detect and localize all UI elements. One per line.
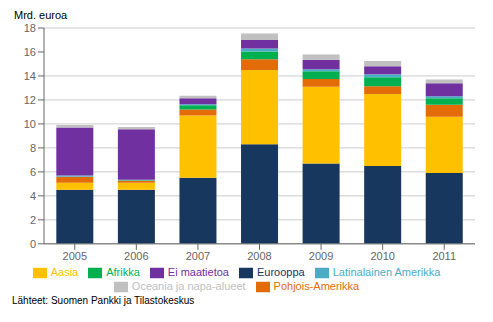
svg-text:2005: 2005 [63,250,87,262]
html-text:Pohjois-Amerikka: Pohjois-Amerikka [273,279,360,292]
html-text:Ei maatietoa: Ei maatietoa [167,265,229,278]
svg-text:2006: 2006 [124,250,148,262]
html-text:Latinalainen Amerikka: Latinalainen Amerikka [332,265,441,278]
svg-text:2008: 2008 [247,250,271,262]
html-text:Eurooppa: Eurooppa [257,265,305,278]
svg-text:2007: 2007 [186,250,210,262]
html-text:Aasia: Aasia [50,265,79,278]
html-text:Mrd. euroa: Mrd. euroa [14,9,68,21]
svg-text:2: 2 [30,214,36,226]
svg-text:2011: 2011 [432,250,456,262]
svg-text:4: 4 [30,190,36,202]
svg-text:12: 12 [24,94,36,106]
html-text:Lähteet: Suomen Pankki ja Tila: Lähteet: Suomen Pankki ja Tilastokeskus [12,295,195,306]
svg-text:6: 6 [30,166,36,178]
html-text:Afrikka: Afrikka [106,265,140,278]
svg-text:16: 16 [24,46,36,58]
svg-text:8: 8 [30,142,36,154]
svg-text:2010: 2010 [370,250,394,262]
html-text:Oceania ja napa-alueet: Oceania ja napa-alueet [131,279,246,292]
svg-text:10: 10 [24,118,36,130]
svg-text:2009: 2009 [309,250,333,262]
svg-text:18: 18 [24,22,36,34]
svg-text:0: 0 [30,238,36,250]
svg-text:14: 14 [24,70,36,82]
